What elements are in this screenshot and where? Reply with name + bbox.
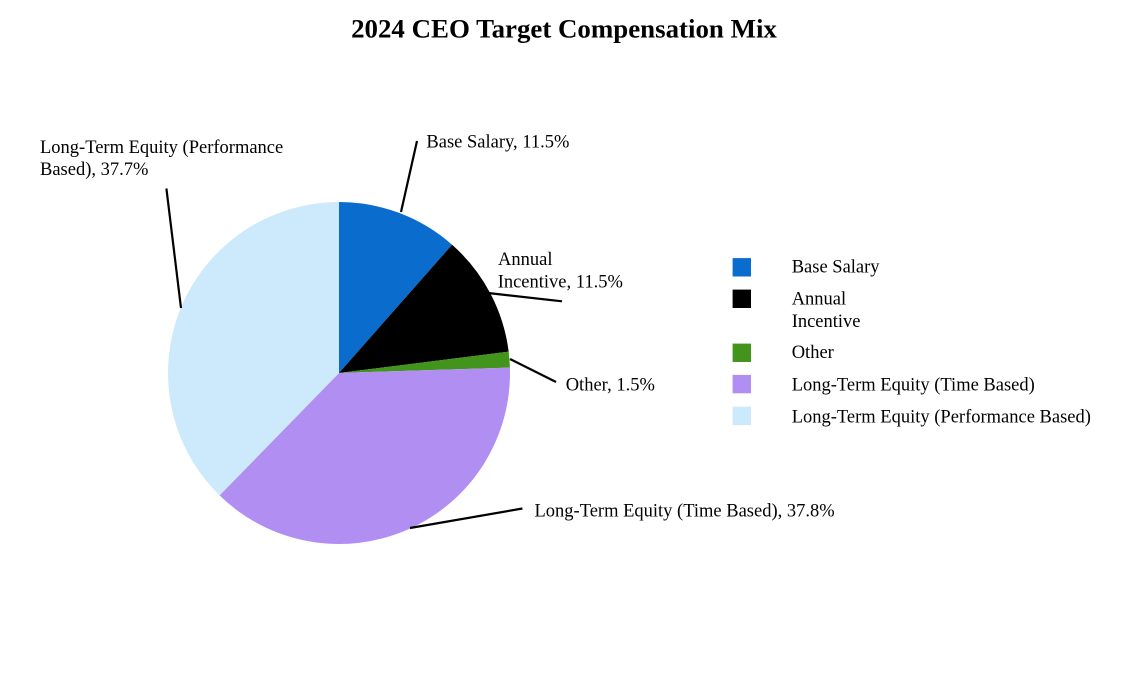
svg-text:Incentive: Incentive [792,312,861,332]
svg-text:Other: Other [792,343,834,363]
svg-text:Annual: Annual [792,289,846,309]
svg-text:Based), 37.7%: Based), 37.7% [40,160,148,180]
svg-text:2024 CEO Target Compensation M: 2024 CEO Target Compensation Mix [351,14,777,44]
svg-text:Base Salary, 11.5%: Base Salary, 11.5% [426,133,569,153]
svg-text:Base Salary: Base Salary [792,257,881,277]
svg-text:Long-Term Equity (Performance: Long-Term Equity (Performance [40,138,283,158]
svg-text:Long-Term Equity (Performance: Long-Term Equity (Performance Based) [792,408,1091,428]
svg-text:Long-Term Equity (Time Based): Long-Term Equity (Time Based) [792,375,1035,395]
svg-text:Long-Term Equity (Time Based),: Long-Term Equity (Time Based), 37.8% [535,501,835,521]
svg-text:Other, 1.5%: Other, 1.5% [566,376,655,396]
svg-text:Incentive, 11.5%: Incentive, 11.5% [498,272,623,292]
svg-text:Annual: Annual [498,250,552,270]
